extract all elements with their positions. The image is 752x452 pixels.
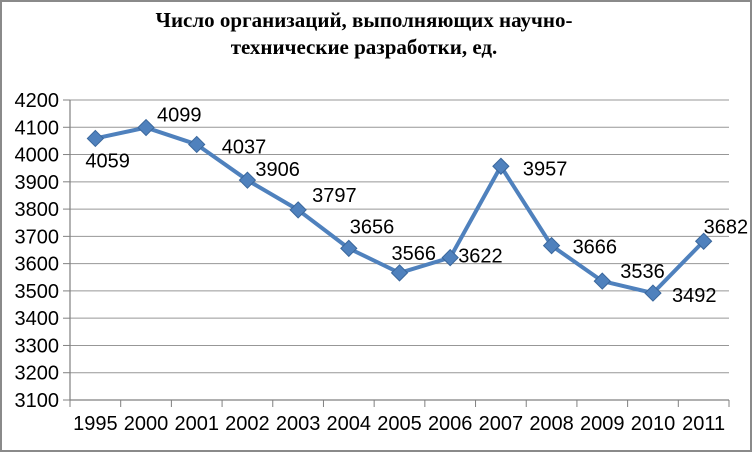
x-axis-label: 1995 [73,413,118,435]
data-point-label: 4037 [222,136,267,158]
data-point-label: 3682 [704,216,749,238]
y-axis-label: 3800 [15,199,60,221]
x-axis-label: 2004 [327,413,372,435]
x-axis-label: 2005 [377,413,422,435]
data-point-label: 4059 [85,150,130,172]
y-axis-label: 3600 [15,254,60,276]
x-axis-label: 2006 [428,413,473,435]
data-point-label: 3797 [312,185,357,207]
y-axis-label: 3500 [15,281,60,303]
data-point-marker [289,201,307,219]
x-axis-label: 2009 [580,413,625,435]
data-point-label: 3536 [620,261,665,283]
data-point-marker [694,232,713,250]
data-point-label: 3906 [255,159,300,181]
y-axis-label: 3400 [15,308,60,330]
x-axis-label: 2011 [682,413,725,435]
data-point-label: 4099 [157,105,202,127]
data-point-label: 3622 [458,246,503,268]
data-point-marker [86,129,105,148]
data-point-label: 3957 [523,158,568,180]
x-axis-label: 2000 [124,413,169,435]
x-axis-label: 2001 [174,413,219,435]
data-point-label: 3656 [350,216,395,238]
y-axis-label: 4100 [15,117,60,139]
x-axis-label: 2008 [529,413,574,435]
y-axis-label: 3900 [15,172,60,194]
data-point-marker [390,264,409,282]
data-point-marker [492,157,510,175]
y-axis-label: 4200 [15,90,60,112]
chart-title: Число организаций, выполняющих научно- т… [2,7,726,61]
data-point-label: 3666 [573,237,618,259]
data-point-marker [542,236,561,255]
chart-title-line-1: Число организаций, выполняющих научно- [155,8,573,32]
x-axis-label: 2002 [225,413,270,435]
y-axis-label: 3100 [15,390,60,412]
x-axis-label: 2007 [479,413,524,435]
y-axis-label: 3300 [15,335,60,357]
data-point-marker [644,284,662,302]
chart-title-line-2: технические разработки, ед. [230,35,498,59]
data-point-label: 3566 [392,243,437,265]
data-point-marker [137,118,155,137]
data-point-marker [188,135,206,154]
y-axis-label: 4000 [15,145,60,167]
y-axis-label: 3200 [15,363,60,385]
data-point-marker [340,239,358,258]
data-point-marker [441,248,459,267]
x-axis-label: 2003 [276,413,321,435]
data-point-label: 3492 [672,285,717,307]
x-axis-label: 2010 [631,413,676,435]
y-axis-label: 3700 [15,226,60,248]
data-point-marker [238,171,257,189]
data-point-marker [593,272,611,290]
